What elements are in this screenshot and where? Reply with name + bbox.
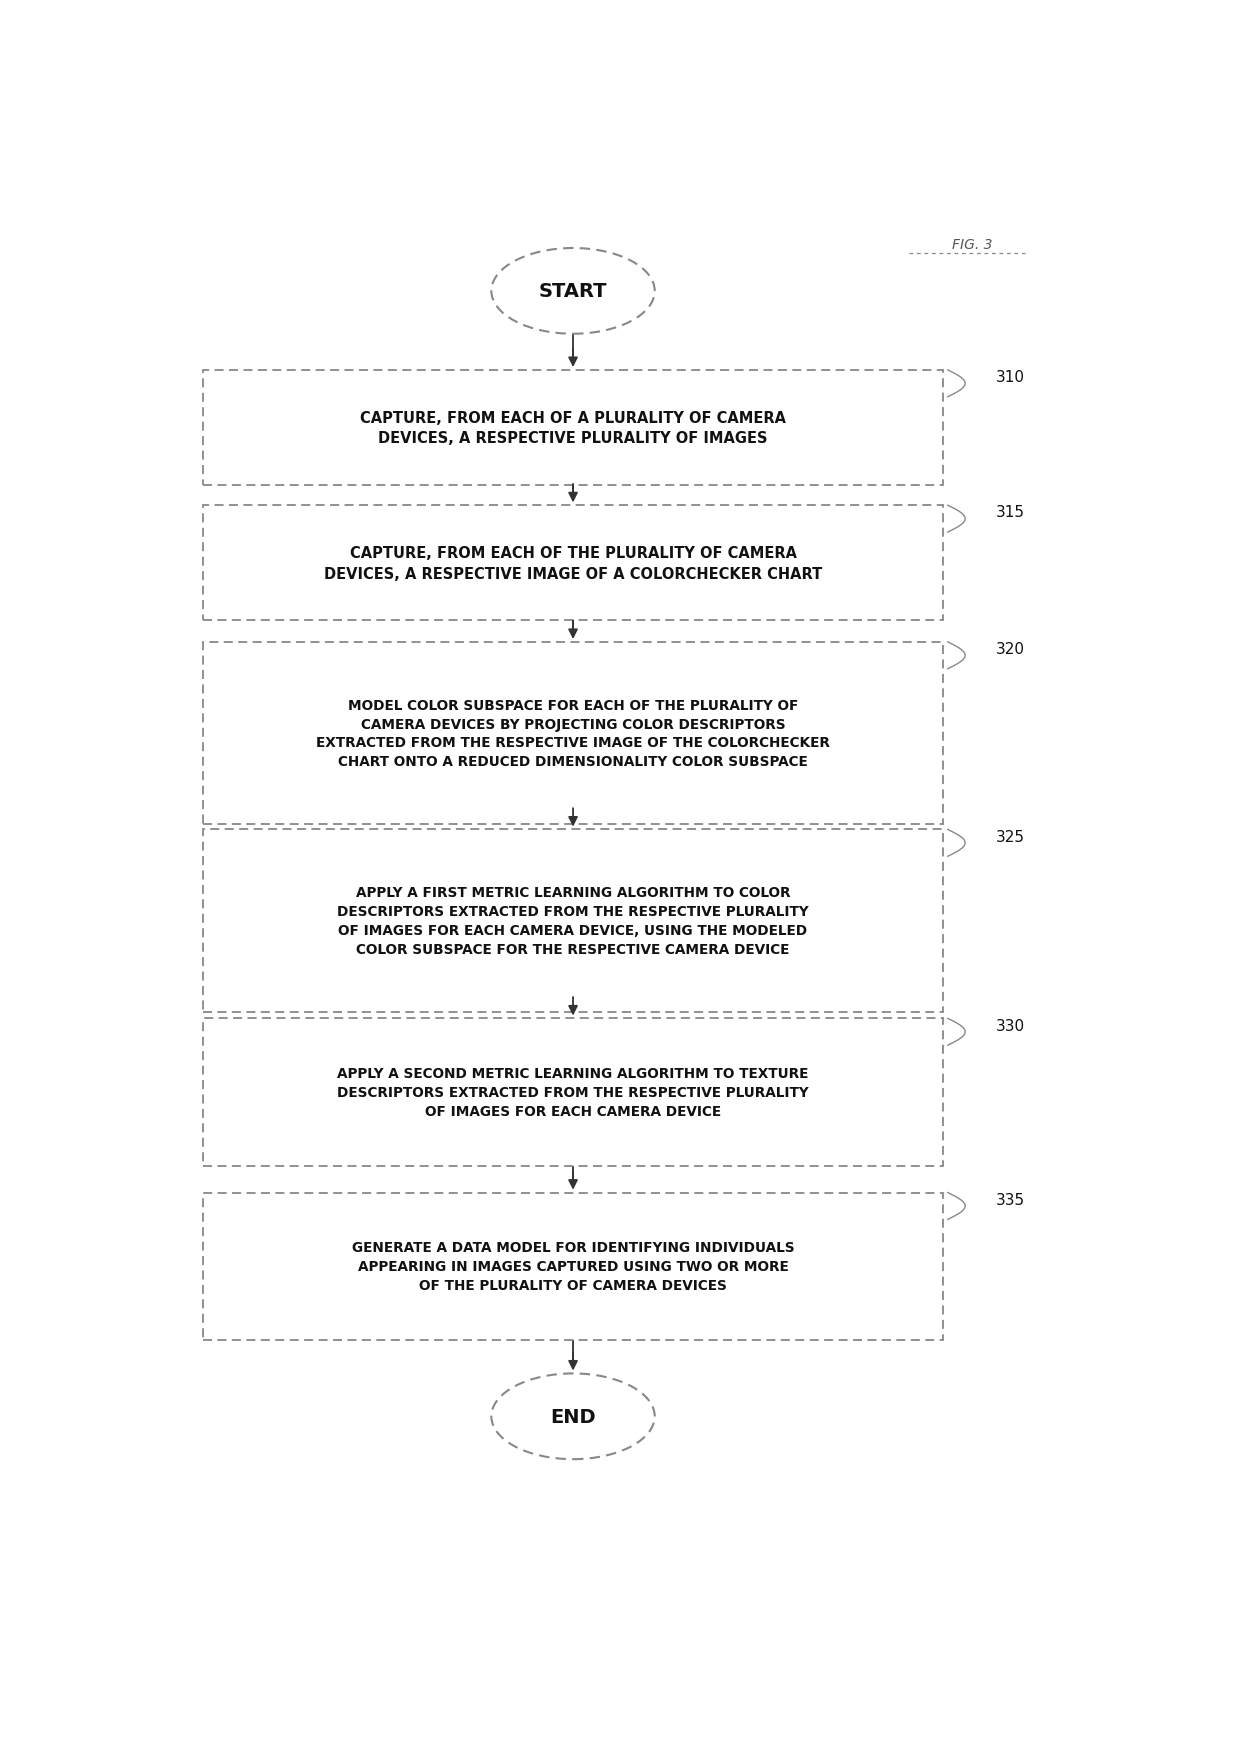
Text: 310: 310 — [996, 370, 1025, 384]
FancyBboxPatch shape — [203, 370, 944, 485]
FancyBboxPatch shape — [203, 830, 944, 1012]
Text: 335: 335 — [996, 1191, 1025, 1207]
Text: START: START — [539, 282, 608, 301]
Text: GENERATE A DATA MODEL FOR IDENTIFYING INDIVIDUALS
APPEARING IN IMAGES CAPTURED U: GENERATE A DATA MODEL FOR IDENTIFYING IN… — [352, 1240, 795, 1292]
Text: APPLY A SECOND METRIC LEARNING ALGORITHM TO TEXTURE
DESCRIPTORS EXTRACTED FROM T: APPLY A SECOND METRIC LEARNING ALGORITHM… — [337, 1066, 808, 1118]
Text: 325: 325 — [996, 830, 1025, 843]
Ellipse shape — [491, 249, 655, 334]
FancyBboxPatch shape — [203, 1019, 944, 1167]
FancyBboxPatch shape — [203, 506, 944, 621]
Text: CAPTURE, FROM EACH OF THE PLURALITY OF CAMERA
DEVICES, A RESPECTIVE IMAGE OF A C: CAPTURE, FROM EACH OF THE PLURALITY OF C… — [324, 546, 822, 581]
Text: CAPTURE, FROM EACH OF A PLURALITY OF CAMERA
DEVICES, A RESPECTIVE PLURALITY OF I: CAPTURE, FROM EACH OF A PLURALITY OF CAM… — [360, 410, 786, 445]
Text: FIG. 3: FIG. 3 — [951, 238, 992, 252]
Text: APPLY A FIRST METRIC LEARNING ALGORITHM TO COLOR
DESCRIPTORS EXTRACTED FROM THE : APPLY A FIRST METRIC LEARNING ALGORITHM … — [337, 885, 808, 956]
FancyBboxPatch shape — [203, 642, 944, 824]
Ellipse shape — [491, 1374, 655, 1459]
Text: END: END — [551, 1407, 596, 1426]
Text: MODEL COLOR SUBSPACE FOR EACH OF THE PLURALITY OF
CAMERA DEVICES BY PROJECTING C: MODEL COLOR SUBSPACE FOR EACH OF THE PLU… — [316, 697, 830, 769]
FancyBboxPatch shape — [203, 1193, 944, 1341]
Text: 315: 315 — [996, 504, 1025, 520]
Text: 330: 330 — [996, 1017, 1025, 1033]
Text: 320: 320 — [996, 642, 1025, 657]
